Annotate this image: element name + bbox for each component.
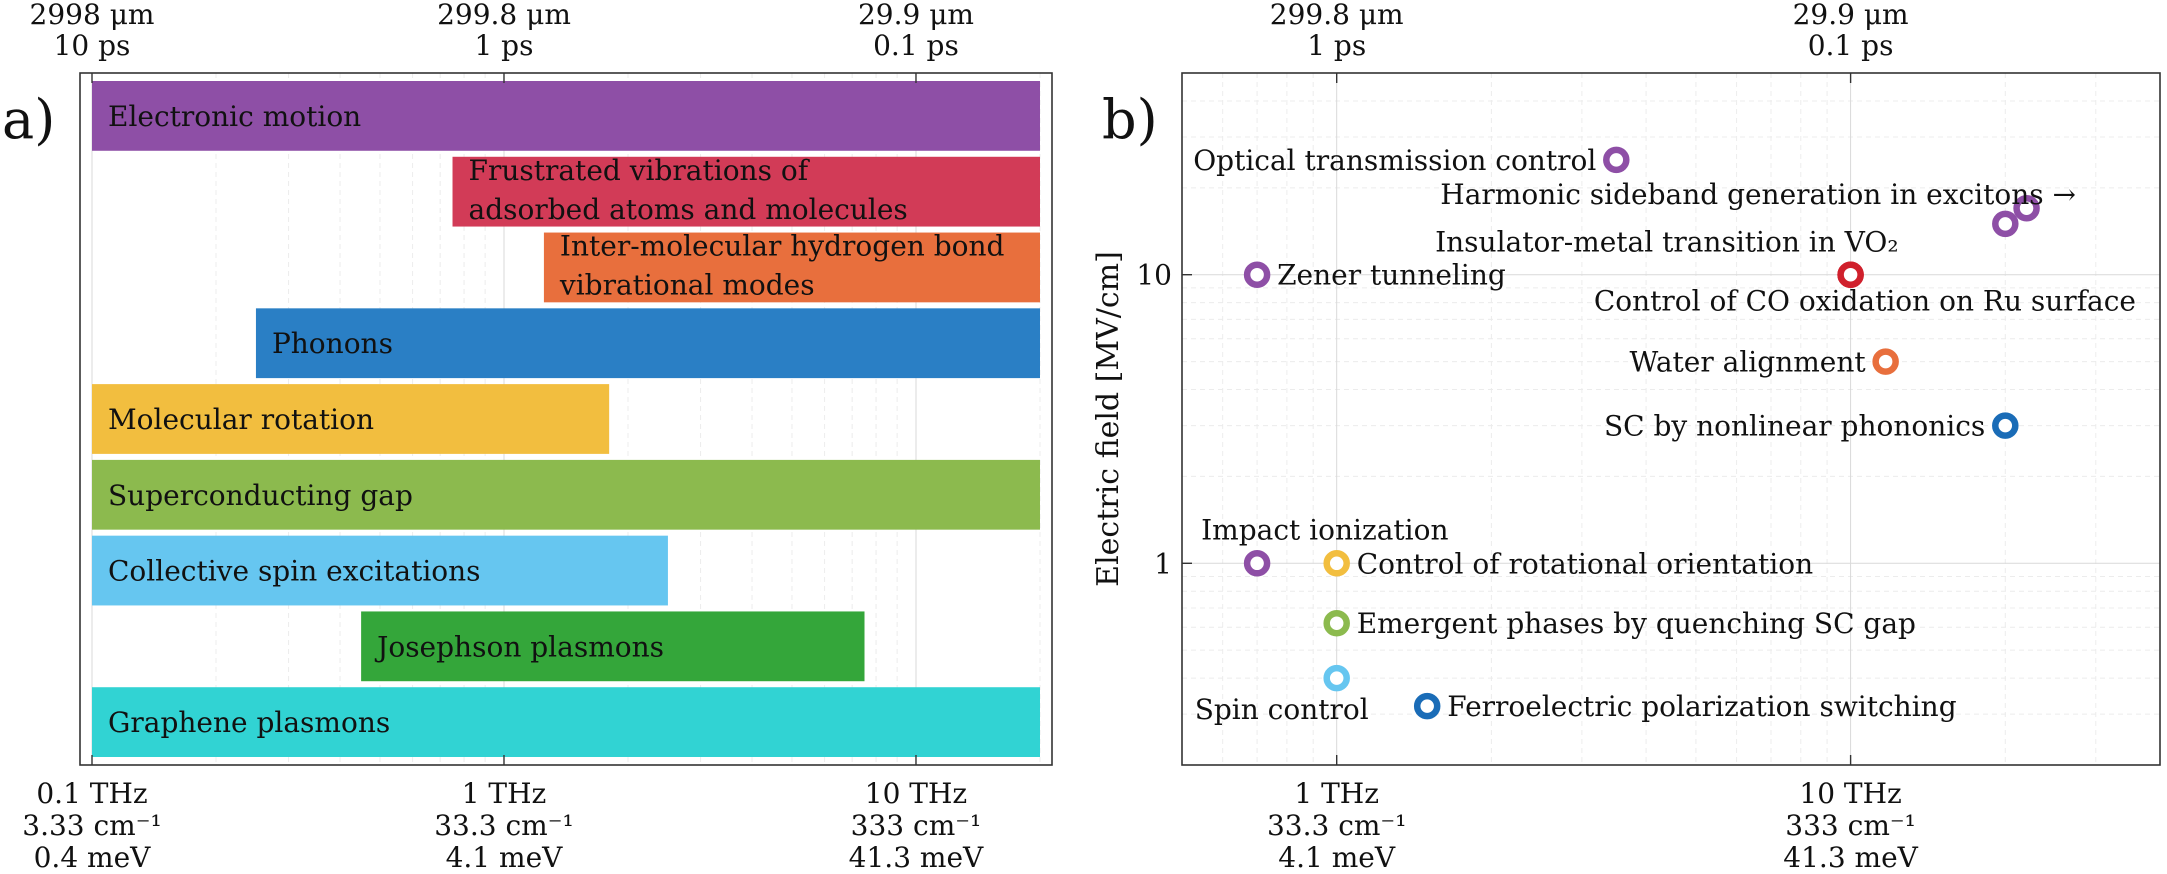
top-tick-label: 1 ps [1307,29,1366,62]
bar [92,81,1040,151]
point-label: Zener tunneling [1277,259,1506,292]
bar-label: Superconducting gap [108,479,413,512]
bar-label: Phonons [272,327,393,360]
scatter-point [1837,261,1864,288]
x-tick-label: 333 cm⁻¹ [1785,809,1916,842]
bar [92,384,610,454]
point-label: Control of CO oxidation on Ru surface [1594,285,2136,318]
plot-frame [79,72,1053,766]
x-tick-label: 10 THz [865,777,967,810]
panel-label-b: b) [1102,88,1158,151]
x-tick-label: 41.3 meV [849,841,984,874]
bar [92,687,1040,757]
bar-label: Molecular rotation [108,403,374,436]
scatter-point [1323,609,1350,637]
bar-label: Frustrated vibrations of [469,154,811,187]
top-tick-label: 299.8 μm [437,0,571,31]
bar [92,535,668,606]
panel-a-bar-chart: Electronic motion Frustrated vibrations o… [22,0,1053,874]
point-label: SC by nonlinear phononics [1604,410,1985,443]
y-tick-label: 10 [1136,259,1172,292]
point-label: Water alignment [1630,346,1867,379]
x-tick-label: 333 cm⁻¹ [851,809,982,842]
panel-label-a: a) [2,88,55,151]
scatter-point [1243,550,1271,577]
point-label: Ferroelectric polarization switching [1447,690,1957,723]
x-tick-label: 3.33 cm⁻¹ [22,809,161,842]
plot-frame [1181,72,2161,766]
y-tick-label: 1 [1154,547,1172,580]
top-tick-label: 1 ps [474,29,533,62]
point-label: Spin control [1195,693,1369,726]
x-tick-label: 33.3 cm⁻¹ [434,809,573,842]
scatter-point [1872,348,1899,375]
x-tick-label: 4.1 meV [446,841,564,874]
bar-label: Electronic motion [108,100,361,133]
scatter-point [2013,194,2040,222]
x-tick-label: 41.3 meV [1783,841,1918,874]
top-tick-label: 299.8 μm [1270,0,1404,31]
bar-label: vibrational modes [559,269,815,302]
bar [361,611,865,682]
x-tick-label: 1 THz [462,777,547,810]
scatter-point [1992,210,2019,238]
point-label: Emergent phases by quenching SC gap [1357,607,1916,640]
scatter-point [1323,664,1350,692]
top-tick-label: 10 ps [54,29,131,62]
y-axis-label: Electric field [MV/cm] [1091,251,1126,587]
point-label: Optical transmission control [1193,144,1596,177]
bar-label: Inter-molecular hydrogen bond [560,230,1005,263]
bar [255,308,1040,379]
top-tick-label: 29.9 μm [858,0,974,31]
point-label: Insulator-metal transition in VO₂ [1435,226,1899,259]
top-tick-label: 29.9 μm [1793,0,1909,31]
x-tick-label: 0.1 THz [36,777,147,810]
top-tick-label: 0.1 ps [873,29,959,62]
point-label: Impact ionization [1201,513,1448,546]
scatter-point [1413,692,1441,720]
bar-label: Josephson plasmons [374,630,664,663]
point-label: Control of rotational orientation [1357,547,1813,580]
point-label: Harmonic sideband generation in excitons… [1440,178,2076,211]
scatter-point [1243,261,1271,288]
bar [543,232,1040,303]
scatter-point [1603,146,1630,174]
bar-label: Graphene plasmons [108,706,390,739]
scatter-point [1992,412,2019,439]
x-tick-label: 33.3 cm⁻¹ [1267,809,1406,842]
bar-label: adsorbed atoms and molecules [469,193,908,226]
x-tick-label: 1 THz [1294,777,1379,810]
bar [452,156,1040,227]
x-tick-label: 10 THz [1799,777,1901,810]
x-tick-label: 4.1 meV [1278,841,1396,874]
bar [92,459,1040,530]
scatter-point [1323,550,1350,577]
top-tick-label: 0.1 ps [1808,29,1894,62]
top-tick-label: 2998 μm [30,0,155,31]
bar-label: Collective spin excitations [108,555,481,588]
x-tick-label: 0.4 meV [34,841,152,874]
